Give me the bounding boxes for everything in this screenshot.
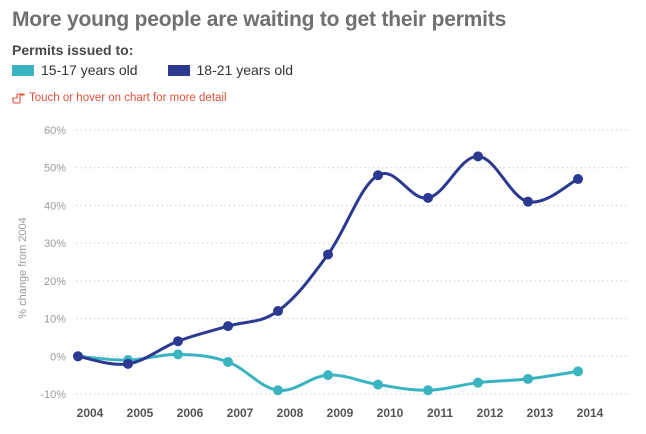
data-point-15-17[interactable] [423, 385, 433, 396]
data-point-18-21[interactable] [473, 151, 483, 162]
hint-text: Touch or hover on chart for more detail [29, 92, 227, 104]
legend-label-18-21: 18-21 years old [196, 62, 294, 78]
x-tick-label: 2006 [177, 406, 204, 420]
legend-item-18-21[interactable]: 18-21 years old [167, 62, 294, 78]
data-point-15-17[interactable] [223, 356, 233, 367]
data-point-18-21[interactable] [323, 249, 333, 260]
y-tick-label: 20% [44, 276, 66, 288]
data-point-15-17[interactable] [523, 373, 533, 384]
x-tick-label: 2014 [577, 406, 604, 420]
y-tick-label: 60% [44, 125, 66, 137]
data-point-18-21[interactable] [173, 336, 183, 347]
legend-title: Permits issued to: [12, 42, 134, 58]
y-tick-label: 50% [44, 163, 66, 175]
legend-swatch-15-17 [12, 64, 34, 76]
y-tick-label: 10% [44, 314, 66, 326]
data-point-15-17[interactable] [473, 377, 483, 388]
x-tick-label: 2004 [77, 406, 104, 420]
data-point-18-21[interactable] [73, 351, 83, 362]
x-tick-label: 2005 [127, 406, 154, 420]
data-point-15-17[interactable] [323, 370, 333, 381]
data-point-18-21[interactable] [273, 306, 283, 317]
data-point-18-21[interactable] [573, 174, 583, 185]
x-tick-label: 2012 [477, 406, 504, 420]
y-tick-label: 0% [50, 351, 66, 363]
series-line-18-21[interactable] [76, 154, 580, 366]
data-point-18-21[interactable] [423, 192, 433, 203]
x-tick-label: 2008 [277, 406, 304, 420]
legend-swatch-18-21 [167, 64, 190, 76]
y-axis: -10% 0% 10% 20% 30% 40% 50% 60% [40, 125, 66, 401]
chart-title: More young people are waiting to get the… [12, 8, 507, 31]
data-point-18-21[interactable] [223, 321, 233, 332]
data-point-15-17[interactable] [273, 385, 283, 396]
y-axis-label: % change from 2004 [17, 217, 29, 319]
x-axis: 2004 2005 2006 2007 2008 2009 2010 2011 2012 2013… [77, 406, 604, 420]
x-tick-label: 2010 [377, 406, 404, 420]
data-point-15-17[interactable] [573, 366, 583, 377]
data-point-15-17[interactable] [373, 379, 383, 390]
y-tick-label: 30% [44, 238, 66, 250]
legend-label-15-17: 15-17 years old [41, 62, 138, 78]
data-point-15-17[interactable] [173, 349, 183, 360]
x-tick-label: 2009 [327, 406, 354, 420]
data-point-18-21[interactable] [523, 196, 533, 207]
pointing-hand-icon [12, 92, 25, 104]
data-point-18-21[interactable] [373, 170, 383, 181]
x-tick-label: 2011 [427, 406, 453, 420]
series-group [73, 151, 583, 396]
y-tick-label: 40% [44, 200, 66, 212]
grid [76, 129, 628, 395]
x-tick-label: 2007 [227, 406, 254, 420]
legend-item-15-17[interactable]: 15-17 years old [12, 62, 138, 78]
x-tick-label: 2013 [527, 406, 554, 420]
legend: 15-17 years old 18-21 years old [12, 62, 323, 78]
y-tick-label: -10% [40, 389, 66, 401]
hover-hint: Touch or hover on chart for more detail [12, 92, 227, 104]
data-point-18-21[interactable] [123, 358, 133, 369]
